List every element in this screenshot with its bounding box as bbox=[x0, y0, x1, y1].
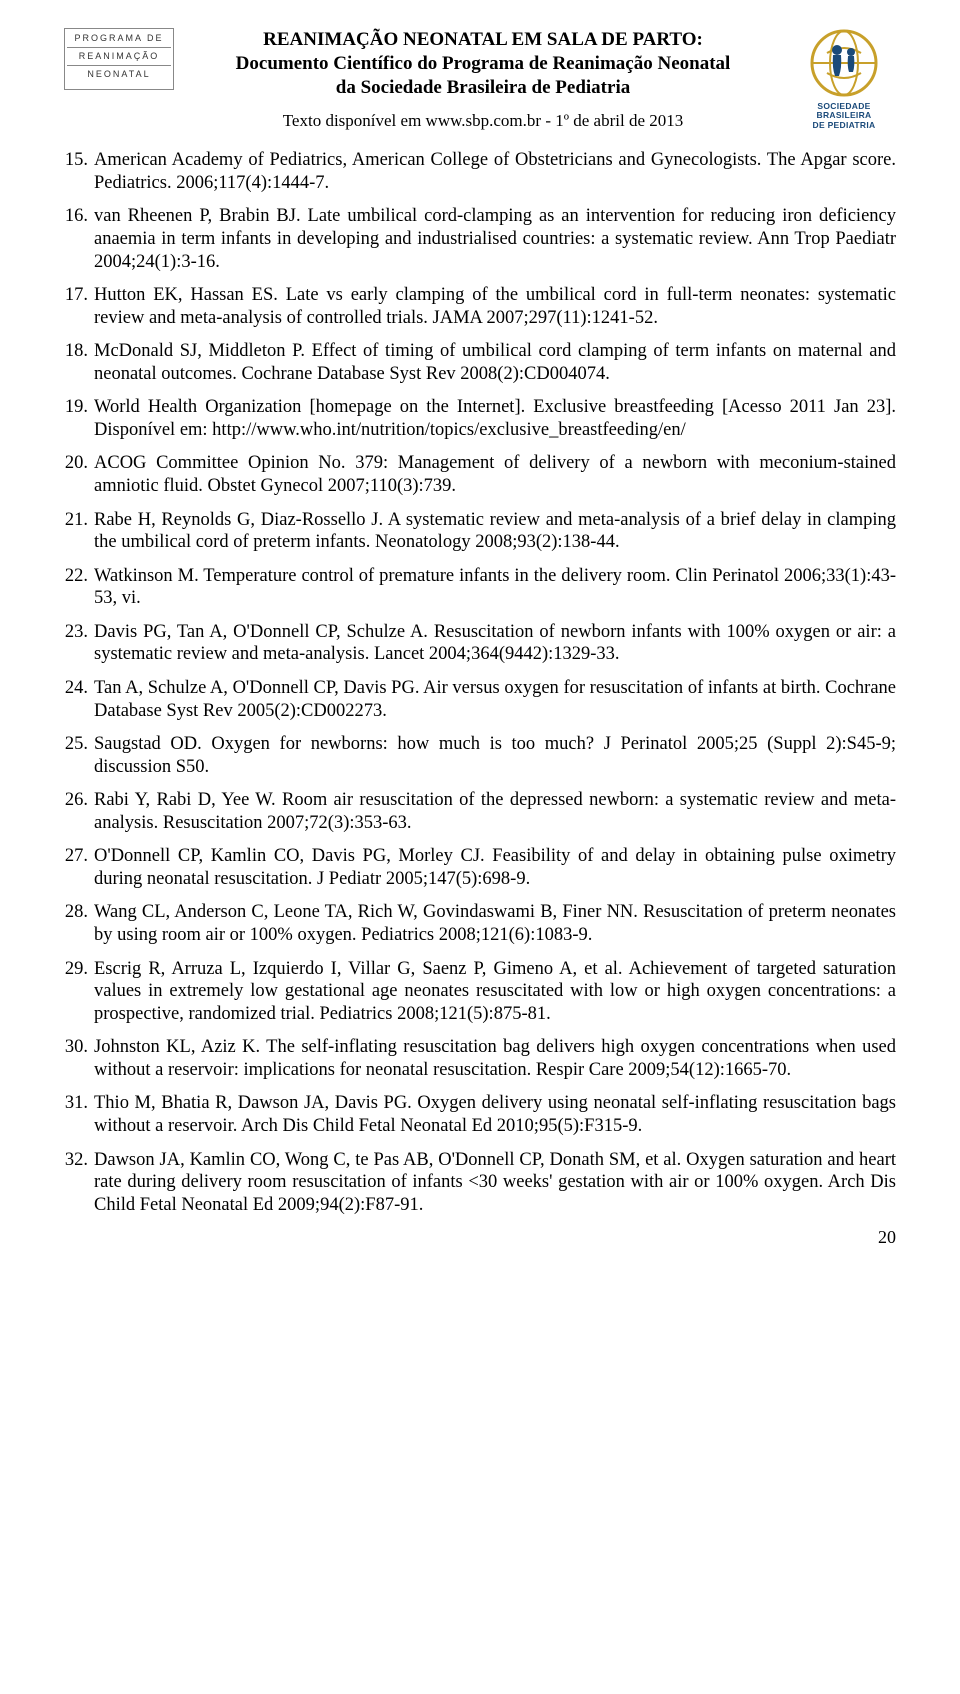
reference-number: 23. bbox=[64, 621, 94, 666]
reference-text: Davis PG, Tan A, O'Donnell CP, Schulze A… bbox=[94, 621, 896, 666]
reference-number: 19. bbox=[64, 396, 94, 441]
reference-text: Tan A, Schulze A, O'Donnell CP, Davis PG… bbox=[94, 677, 896, 722]
logo-left-line2: REANIMAÇÃO bbox=[67, 51, 171, 62]
reference-number: 20. bbox=[64, 452, 94, 497]
reference-number: 15. bbox=[64, 149, 94, 194]
reference-item: 23.Davis PG, Tan A, O'Donnell CP, Schulz… bbox=[64, 621, 896, 666]
header-subtitle: Texto disponível em www.sbp.com.br - 1º … bbox=[186, 111, 780, 131]
title-line3: da Sociedade Brasileira de Pediatria bbox=[336, 77, 630, 98]
reference-number: 30. bbox=[64, 1036, 94, 1081]
logo-right-line1: SOCIEDADE BRASILEIRA bbox=[792, 102, 896, 121]
reference-item: 27.O'Donnell CP, Kamlin CO, Davis PG, Mo… bbox=[64, 845, 896, 890]
reference-text: Hutton EK, Hassan ES. Late vs early clam… bbox=[94, 284, 896, 329]
reference-item: 22.Watkinson M. Temperature control of p… bbox=[64, 565, 896, 610]
reference-text: Rabe H, Reynolds G, Diaz-Rossello J. A s… bbox=[94, 509, 896, 554]
reference-number: 28. bbox=[64, 901, 94, 946]
reference-text: Dawson JA, Kamlin CO, Wong C, te Pas AB,… bbox=[94, 1149, 896, 1217]
reference-number: 25. bbox=[64, 733, 94, 778]
reference-text: Saugstad OD. Oxygen for newborns: how mu… bbox=[94, 733, 896, 778]
reference-number: 29. bbox=[64, 958, 94, 1026]
reference-item: 28.Wang CL, Anderson C, Leone TA, Rich W… bbox=[64, 901, 896, 946]
header-center: REANIMAÇÃO NEONATAL EM SALA DE PARTO: Do… bbox=[186, 28, 780, 131]
title-line2: Documento Científico do Programa de Rean… bbox=[236, 53, 731, 74]
reference-number: 31. bbox=[64, 1092, 94, 1137]
reference-text: van Rheenen P, Brabin BJ. Late umbilical… bbox=[94, 205, 896, 273]
reference-number: 16. bbox=[64, 205, 94, 273]
reference-item: 19.World Health Organization [homepage o… bbox=[64, 396, 896, 441]
reference-item: 32.Dawson JA, Kamlin CO, Wong C, te Pas … bbox=[64, 1149, 896, 1217]
logo-divider bbox=[67, 47, 171, 48]
reference-item: 17.Hutton EK, Hassan ES. Late vs early c… bbox=[64, 284, 896, 329]
reference-text: ACOG Committee Opinion No. 379: Manageme… bbox=[94, 452, 896, 497]
logo-divider bbox=[67, 65, 171, 66]
reference-item: 21.Rabe H, Reynolds G, Diaz-Rossello J. … bbox=[64, 509, 896, 554]
reference-item: 29.Escrig R, Arruza L, Izquierdo I, Vill… bbox=[64, 958, 896, 1026]
sbp-logo-icon bbox=[809, 28, 879, 98]
reference-item: 26.Rabi Y, Rabi D, Yee W. Room air resus… bbox=[64, 789, 896, 834]
reference-text: Wang CL, Anderson C, Leone TA, Rich W, G… bbox=[94, 901, 896, 946]
reference-item: 31.Thio M, Bhatia R, Dawson JA, Davis PG… bbox=[64, 1092, 896, 1137]
page-number: 20 bbox=[64, 1227, 896, 1248]
reference-number: 17. bbox=[64, 284, 94, 329]
title-line1: REANIMAÇÃO NEONATAL EM SALA DE PARTO: bbox=[263, 29, 703, 50]
reference-item: 24.Tan A, Schulze A, O'Donnell CP, Davis… bbox=[64, 677, 896, 722]
header-title: REANIMAÇÃO NEONATAL EM SALA DE PARTO: Do… bbox=[186, 28, 780, 99]
reference-number: 26. bbox=[64, 789, 94, 834]
logo-left: PROGRAMA DE REANIMAÇÃO NEONATAL bbox=[64, 28, 174, 90]
reference-text: Rabi Y, Rabi D, Yee W. Room air resuscit… bbox=[94, 789, 896, 834]
reference-text: Johnston KL, Aziz K. The self-inflating … bbox=[94, 1036, 896, 1081]
reference-text: World Health Organization [homepage on t… bbox=[94, 396, 896, 441]
logo-right: SOCIEDADE BRASILEIRA DE PEDIATRIA bbox=[792, 28, 896, 130]
reference-number: 24. bbox=[64, 677, 94, 722]
logo-left-line1: PROGRAMA DE bbox=[67, 33, 171, 44]
reference-text: O'Donnell CP, Kamlin CO, Davis PG, Morle… bbox=[94, 845, 896, 890]
reference-text: Thio M, Bhatia R, Dawson JA, Davis PG. O… bbox=[94, 1092, 896, 1137]
reference-item: 25.Saugstad OD. Oxygen for newborns: how… bbox=[64, 733, 896, 778]
logo-left-line3: NEONATAL bbox=[67, 69, 171, 80]
reference-number: 32. bbox=[64, 1149, 94, 1217]
reference-item: 30.Johnston KL, Aziz K. The self-inflati… bbox=[64, 1036, 896, 1081]
reference-text: McDonald SJ, Middleton P. Effect of timi… bbox=[94, 340, 896, 385]
reference-number: 27. bbox=[64, 845, 94, 890]
page-header: PROGRAMA DE REANIMAÇÃO NEONATAL REANIMAÇ… bbox=[64, 28, 896, 131]
reference-text: Watkinson M. Temperature control of prem… bbox=[94, 565, 896, 610]
reference-item: 18.McDonald SJ, Middleton P. Effect of t… bbox=[64, 340, 896, 385]
references-list: 15.American Academy of Pediatrics, Ameri… bbox=[64, 149, 896, 1216]
reference-number: 18. bbox=[64, 340, 94, 385]
reference-text: American Academy of Pediatrics, American… bbox=[94, 149, 896, 194]
reference-item: 15.American Academy of Pediatrics, Ameri… bbox=[64, 149, 896, 194]
reference-number: 22. bbox=[64, 565, 94, 610]
reference-item: 20.ACOG Committee Opinion No. 379: Manag… bbox=[64, 452, 896, 497]
reference-item: 16.van Rheenen P, Brabin BJ. Late umbili… bbox=[64, 205, 896, 273]
reference-number: 21. bbox=[64, 509, 94, 554]
reference-text: Escrig R, Arruza L, Izquierdo I, Villar … bbox=[94, 958, 896, 1026]
logo-right-line2: DE PEDIATRIA bbox=[792, 121, 896, 130]
